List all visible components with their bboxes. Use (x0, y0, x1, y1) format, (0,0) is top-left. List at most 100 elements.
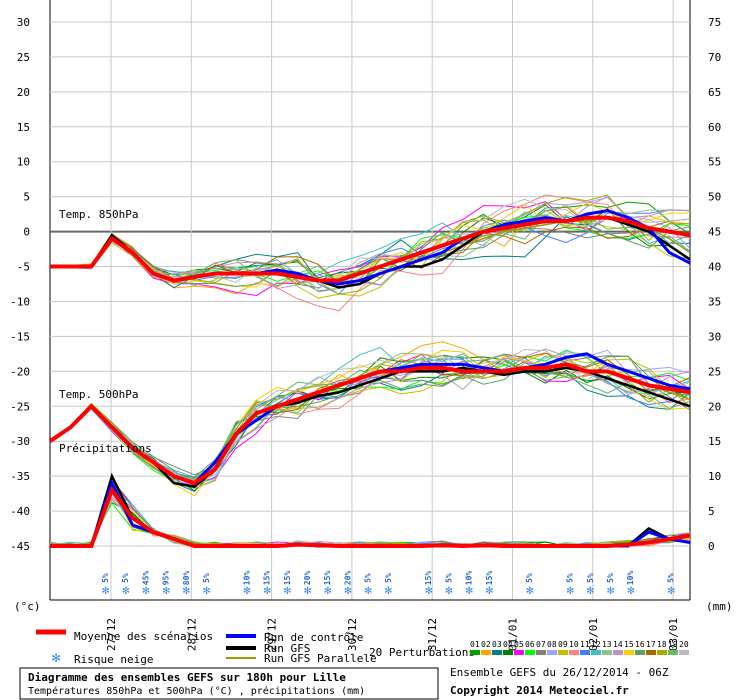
legend-snow: Risque neige (74, 653, 153, 666)
left-tick-label: 30 (17, 16, 30, 29)
left-tick-label: 5 (23, 191, 30, 204)
perturb-swatch (558, 650, 568, 655)
snow-risk-label: 45% (141, 571, 150, 586)
perturb-id: 08 (547, 640, 557, 649)
snow-flake-icon: ✻ (567, 583, 574, 597)
label-t850: Temp. 850hPa (59, 208, 138, 221)
snow-flake-icon: ✻ (344, 583, 351, 597)
perturb-id: 06 (525, 640, 535, 649)
perturb-swatches (470, 650, 689, 655)
date-tick-label: 28/12 (185, 618, 198, 651)
snow-risk-label: 5% (667, 573, 676, 583)
perturb-id: 16 (635, 640, 645, 649)
perturb-id: 04 (503, 640, 513, 649)
snow-flake-icon: ✻ (385, 583, 392, 597)
snow-risk-row: 5%✻5%✻45%✻95%✻80%✻5%✻10%✻15%✻15%✻20%✻15%… (101, 571, 676, 597)
snow-risk-label: 15% (283, 571, 292, 586)
snow-flake-icon: ✻ (304, 583, 311, 597)
snow-risk-label: 5% (606, 573, 615, 583)
right-tick-label: 45 (708, 226, 721, 239)
left-tick-label: -15 (10, 330, 30, 343)
perturb-swatch (547, 650, 557, 655)
perturb-id: 14 (613, 640, 623, 649)
perturb-id: 03 (492, 640, 502, 649)
perturb-swatch (470, 650, 480, 655)
snow-flake-icon: ✻ (264, 583, 271, 597)
perturb-id: 05 (514, 640, 524, 649)
date-tick-label: 31/12 (426, 618, 439, 651)
snow-risk-label: 5% (586, 573, 595, 583)
right-tick-label: 50 (708, 191, 721, 204)
perturb-swatch (514, 650, 524, 655)
snow-flake-icon: ✻ (445, 583, 452, 597)
perturb-id: 01 (470, 640, 480, 649)
perturb-swatch (646, 650, 656, 655)
legend: Moyenne des scénarios Run de contrôle Ru… (36, 629, 689, 666)
perturbation-precip-line (50, 489, 691, 547)
snow-flake-icon: ✻ (365, 583, 372, 597)
snow-risk-label: 15% (263, 571, 272, 586)
date-tick-label: 30/12 (346, 618, 359, 651)
left-tick-label: -10 (10, 295, 30, 308)
left-tick-label: 25 (17, 51, 30, 64)
snow-flake-icon: ✻ (425, 583, 432, 597)
grid-lines (49, 0, 691, 601)
perturb-swatch (624, 650, 634, 655)
snow-risk-label: 5% (364, 573, 373, 583)
perturbation-precip-line (49, 482, 691, 547)
snow-flake-icon: ✻ (52, 650, 61, 666)
perturb-swatch (613, 650, 623, 655)
left-tick-label: -20 (10, 365, 30, 378)
perturb-id: 11 (580, 640, 590, 649)
perturbation-precip-line (50, 491, 691, 547)
perturb-swatch (602, 650, 612, 655)
right-tick-label: 35 (708, 295, 721, 308)
snow-flake-icon: ✻ (668, 583, 675, 597)
perturbation-precip-line (50, 480, 691, 547)
snow-risk-label: 20% (343, 571, 352, 586)
perturb-id: 02 (481, 640, 491, 649)
snow-risk-label: 5% (525, 573, 534, 583)
legend-perturb: 20 Perturbations (369, 646, 475, 659)
legend-control: Run de contrôle (264, 631, 363, 644)
snow-risk-label: 5% (566, 573, 575, 583)
main-series (48, 209, 691, 549)
left-tick-label: -40 (10, 505, 30, 518)
perturb-swatch (492, 650, 502, 655)
snow-flake-icon: ✻ (183, 583, 190, 597)
right-tick-label: 60 (708, 121, 721, 134)
snow-risk-label: 5% (101, 573, 110, 583)
snow-flake-icon: ✻ (324, 583, 331, 597)
perturb-id: 09 (558, 640, 568, 649)
chart-subtitle: Températures 850hPa et 500hPa (°C) , pré… (28, 685, 365, 697)
perturbation-line (49, 198, 691, 290)
snow-flake-icon: ✻ (243, 583, 250, 597)
snow-flake-icon: ✻ (526, 583, 533, 597)
perturb-id: 19 (668, 640, 678, 649)
snow-risk-label: 10% (242, 571, 251, 586)
left-unit: (°c) (14, 600, 41, 613)
right-tick-label: 10 (708, 470, 721, 483)
perturbation-precip-line (50, 477, 691, 547)
snow-flake-icon: ✻ (587, 583, 594, 597)
right-tick-label: 5 (708, 505, 715, 518)
run-info: Ensemble GEFS du 26/12/2014 - 06Z (450, 666, 669, 679)
label-t500: Temp. 500hPa (59, 388, 138, 401)
precip-line (50, 485, 691, 549)
left-tick-label: 20 (17, 86, 30, 99)
perturbation-precip-line (49, 491, 691, 547)
right-tick-label: 20 (708, 400, 721, 413)
snow-flake-icon: ✻ (163, 583, 170, 597)
right-tick-label: 70 (708, 51, 721, 64)
left-tick-label: -5 (17, 261, 30, 274)
series-line (50, 215, 691, 283)
snow-risk-label: 15% (323, 571, 332, 586)
snow-risk-label: 80% (182, 571, 191, 586)
perturb-swatch (591, 650, 601, 655)
right-tick-label: 15 (708, 435, 721, 448)
perturbation-precip-line (49, 479, 691, 547)
snow-flake-icon: ✻ (142, 583, 149, 597)
perturb-swatch (503, 650, 513, 655)
